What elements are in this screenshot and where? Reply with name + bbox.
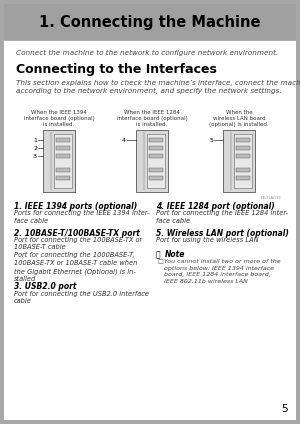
Text: Connecting to the Interfaces: Connecting to the Interfaces [16, 63, 217, 76]
Text: When the
wireless LAN board
(optional) is installed.: When the wireless LAN board (optional) i… [209, 110, 269, 127]
Text: 4: 4 [122, 137, 126, 142]
Text: Note: Note [165, 251, 185, 259]
Text: EE01A01E: EE01A01E [261, 196, 282, 200]
Bar [149, 176, 163, 180]
Text: When the IEEE 1394
interface board (optional)
is installed.: When the IEEE 1394 interface board (opti… [24, 110, 94, 127]
Text: 📝: 📝 [156, 251, 160, 259]
Bar [56, 146, 70, 150]
Text: 2: 2 [33, 145, 37, 151]
Text: Port for connecting the IEEE 1284 inter-
face cable: Port for connecting the IEEE 1284 inter-… [156, 210, 288, 224]
Bar [149, 138, 163, 142]
Text: 1. IEEE 1394 ports (optional): 1. IEEE 1394 ports (optional) [14, 202, 137, 211]
Bar [236, 154, 250, 158]
Text: 3: 3 [33, 153, 37, 159]
Text: 3. USB2.0 port: 3. USB2.0 port [14, 282, 76, 291]
Bar [234, 134, 252, 188]
Bar [149, 146, 163, 150]
Bar [223, 130, 255, 192]
Text: You cannot install two or more of the
options below: IEEE 1394 interface
board, : You cannot install two or more of the op… [164, 259, 280, 284]
Bar [4, 4, 296, 40]
Bar [56, 176, 70, 180]
Bar [136, 130, 168, 192]
Bar [43, 130, 75, 192]
Text: □: □ [157, 259, 163, 265]
Bar [54, 134, 72, 188]
Text: Port for connecting the USB2.0 interface
cable: Port for connecting the USB2.0 interface… [14, 290, 149, 304]
Bar [147, 134, 165, 188]
Text: 1. Connecting the Machine: 1. Connecting the Machine [39, 14, 261, 30]
Text: 5. Wireless LAN port (optional): 5. Wireless LAN port (optional) [156, 229, 289, 237]
Text: Connect the machine to the network to configure network environment.: Connect the machine to the network to co… [16, 50, 278, 56]
Bar [236, 146, 250, 150]
Text: 4. IEEE 1284 port (optional): 4. IEEE 1284 port (optional) [156, 202, 275, 211]
Bar [236, 168, 250, 172]
Bar [149, 154, 163, 158]
Text: 5: 5 [209, 137, 213, 142]
Text: Ports for connecting the IEEE 1394 inter-
face cable: Ports for connecting the IEEE 1394 inter… [14, 210, 150, 224]
Bar [56, 138, 70, 142]
Bar [56, 154, 70, 158]
Bar [56, 168, 70, 172]
Text: Port for using the wireless LAN: Port for using the wireless LAN [156, 237, 259, 243]
Text: 5: 5 [281, 404, 288, 414]
Bar [236, 138, 250, 142]
Bar [236, 176, 250, 180]
Text: When the IEEE 1284
interface board (optional)
is installed.: When the IEEE 1284 interface board (opti… [117, 110, 188, 127]
Text: 1: 1 [33, 137, 37, 142]
Text: 2. 10BASE-T/100BASE-TX port: 2. 10BASE-T/100BASE-TX port [14, 229, 140, 237]
Bar [149, 168, 163, 172]
Text: This section explains how to check the machine’s interface, connect the machine
: This section explains how to check the m… [16, 80, 300, 94]
Text: Port for connecting the 100BASE-TX or
10BASE-T cable
Port for connecting the 100: Port for connecting the 100BASE-TX or 10… [14, 237, 142, 282]
